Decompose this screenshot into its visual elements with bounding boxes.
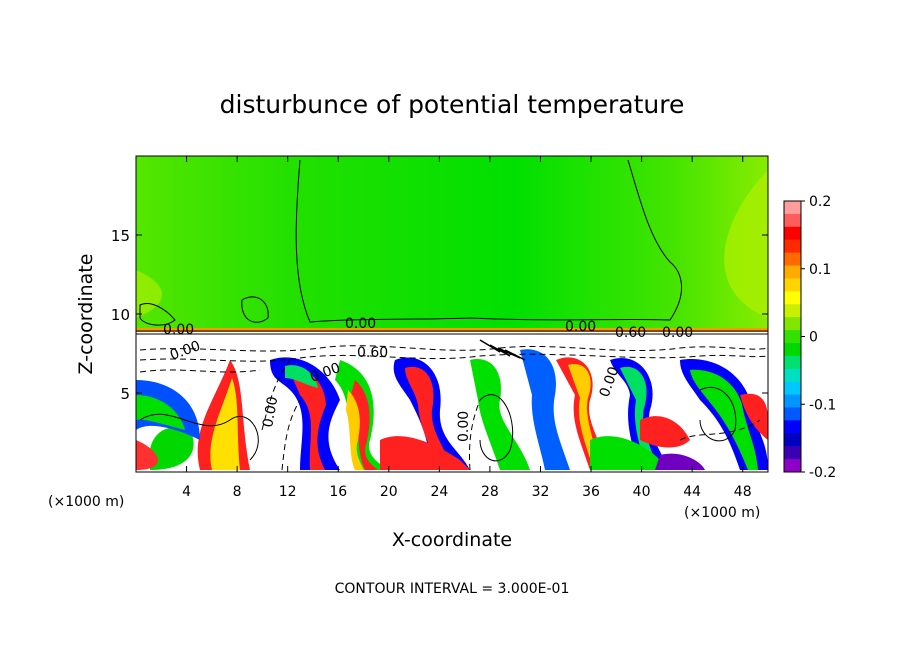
colorbar-swatch: [784, 265, 801, 279]
y-tick-label: 10: [111, 306, 130, 324]
contour-label: 0.60: [615, 325, 646, 341]
colorbar-swatch: [784, 394, 801, 408]
contour-line-cell-near-x10: [241, 296, 269, 323]
colorbar-swatch: [784, 201, 801, 215]
x-axis-unit-right: (×1000 m): [684, 505, 760, 521]
colorbar-swatch: [784, 252, 801, 267]
colorbar: 0.2 0.1 0 -0.1 -0.2: [783, 194, 836, 481]
colorbar-swatch: [784, 317, 801, 331]
x-tick-label: 32: [532, 484, 550, 500]
contour-line-solid-3: [699, 386, 737, 442]
contour-line-dashed-4: [261, 359, 291, 431]
x-tick-label: 8: [233, 484, 242, 500]
contour-line-solid-2: [479, 394, 514, 462]
colorbar-swatch: [784, 420, 801, 434]
x-tick-label: 24: [430, 484, 448, 500]
contour-label: 0.00: [565, 319, 596, 335]
contour-line-dashed-7: [679, 419, 761, 441]
colorbar-swatch: [784, 239, 801, 254]
colorbar-tick-label: 0: [809, 330, 818, 346]
y-tick-label: 15: [111, 227, 130, 245]
contour-label: 0.00: [163, 322, 194, 338]
colorbar-tick-label: -0.1: [809, 397, 836, 413]
x-axis-label: X-coordinate: [392, 529, 512, 551]
colorbar-swatch: [784, 226, 801, 241]
colorbar-tick-label: -0.2: [809, 465, 836, 481]
x-tick-label: 36: [582, 484, 600, 500]
y-tick-label: 5: [120, 385, 130, 403]
x-axis-unit-left: (×1000 m): [48, 494, 124, 510]
contour-line-dashed-2: [139, 353, 768, 362]
colorbar-swatch: [784, 342, 801, 357]
contour-label: 0.00: [662, 325, 693, 341]
field-patch: [470, 359, 530, 470]
colorbar-tick-label: 0.2: [809, 194, 831, 210]
field-patch: [640, 416, 690, 448]
contour-line-upper-plume: [295, 159, 683, 323]
field-patch: [210, 378, 240, 470]
field-patch: [149, 427, 194, 470]
contour-label: 0.00: [345, 316, 376, 332]
chart-title: disturbunce of potential temperature: [220, 90, 685, 119]
field-patch: [136, 395, 185, 430]
colorbar-swatch: [784, 407, 801, 421]
contour-line-left-cell: [139, 303, 176, 326]
field-patch: [136, 440, 158, 470]
field-patch: [290, 370, 326, 470]
colorbar-swatch: [784, 433, 801, 447]
y-axis-label: Z-coordinate: [75, 254, 97, 375]
colorbar-swatch: [784, 213, 801, 228]
warm-region-upper-right: [724, 170, 768, 318]
field-patch: [590, 436, 668, 470]
field-patch: [655, 453, 705, 470]
x-axis: 4 8 12 16 20 24 28 32 36 40 44 48: [182, 156, 752, 500]
warm-region-upper-left: [136, 270, 163, 318]
colorbar-swatch: [784, 304, 801, 318]
x-tick-label: 44: [683, 484, 701, 500]
field-patch: [520, 349, 570, 470]
colorbar-swatch: [784, 381, 801, 396]
colorbar-swatch: [784, 368, 801, 383]
plot-area: 0.00 0.00 0.00 0.000.600.600.000.00 0.000.00…: [136, 156, 768, 472]
field-patch: [620, 366, 658, 470]
colorbar-swatch: [784, 446, 801, 460]
contour-label: 0.00: [260, 395, 281, 428]
colorbar-tick-label: 0.1: [809, 262, 831, 278]
y-axis: 5 10 15: [111, 227, 768, 403]
contour-label: 0.00: [456, 411, 472, 442]
contour-line-dashed-6: [469, 399, 481, 471]
contour-line-dashed-1: [139, 345, 768, 352]
x-tick-label: 4: [182, 484, 191, 500]
field-patch: [380, 436, 470, 470]
contour-label: 0.60: [357, 345, 388, 361]
colorbar-swatch: [784, 459, 801, 473]
field-patch: [350, 380, 378, 470]
field-patch: [346, 390, 364, 470]
turbulent-structures: [136, 349, 768, 470]
x-tick-label: 20: [380, 484, 398, 500]
colorbar-swatch: [784, 291, 801, 305]
colorbar-swatch: [784, 278, 801, 292]
contour-line-solid-1: [139, 413, 259, 461]
x-tick-label: 40: [633, 484, 651, 500]
x-tick-label: 16: [329, 484, 347, 500]
upper-field: [136, 156, 768, 332]
inversion-layer: [136, 328, 768, 332]
contour-interval-note: CONTOUR INTERVAL = 3.000E-01: [335, 581, 570, 597]
x-tick-label: 48: [734, 484, 752, 500]
field-patch: [740, 393, 768, 440]
contour-lines: [136, 159, 768, 471]
field-patch: [690, 369, 758, 470]
contour-line-dashed-3: [139, 369, 261, 373]
field-patch: [405, 366, 455, 470]
x-tick-label: 28: [481, 484, 499, 500]
colorbar-swatch: [784, 355, 801, 370]
contour-line-tangle: [479, 339, 526, 361]
field-patch: [285, 365, 318, 388]
x-tick-label: 12: [279, 484, 297, 500]
field-patch: [270, 357, 340, 470]
colorbar-swatch: [784, 330, 801, 344]
